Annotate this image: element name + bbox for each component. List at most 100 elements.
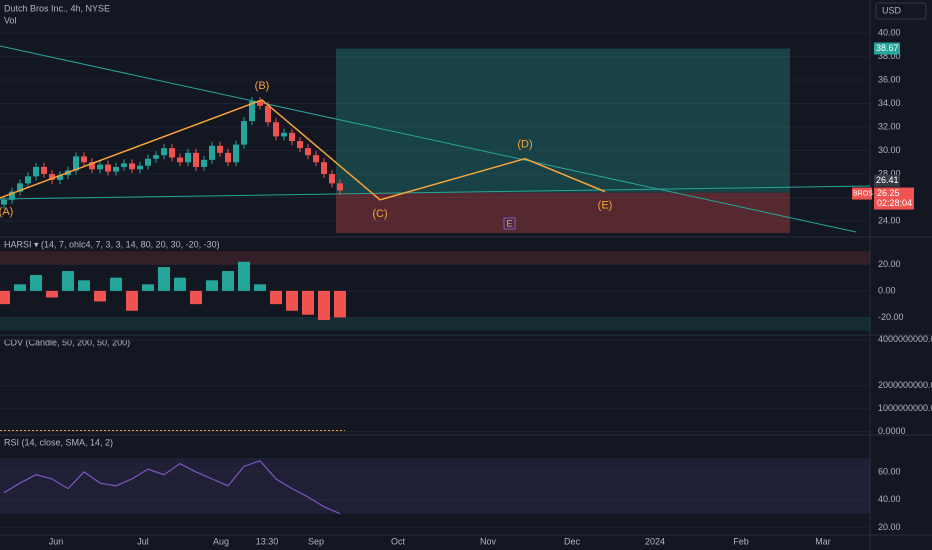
- harsi-bar: [126, 290, 138, 311]
- y-tick-label: -20.00: [878, 312, 904, 322]
- y-tick-label: 36.00: [878, 74, 901, 84]
- volume-label: Vol: [4, 15, 17, 25]
- y-tick-label: 2000000000.00: [878, 380, 932, 390]
- candle: [1, 199, 7, 205]
- symbol-title: Dutch Bros Inc., 4h, NYSE: [4, 3, 110, 13]
- candle: [97, 164, 103, 170]
- currency-button[interactable]: [875, 2, 927, 20]
- candle: [41, 166, 47, 174]
- wave-line: [0, 99, 606, 201]
- candle: [225, 152, 231, 163]
- harsi-bar: [78, 280, 90, 291]
- candle: [49, 173, 55, 180]
- x-tick-label: Nov: [480, 536, 497, 546]
- candle: [57, 175, 63, 180]
- y-tick-label: 34.00: [878, 98, 901, 108]
- candle: [217, 145, 223, 153]
- candle: [257, 101, 263, 106]
- event-marker: [503, 217, 516, 230]
- candle: [305, 148, 311, 156]
- candle: [241, 121, 247, 145]
- last-price-label: 26.25: [877, 188, 900, 198]
- x-tick-label: Dec: [564, 536, 581, 546]
- y-tick-label: 20.00: [878, 259, 901, 269]
- harsi-band: [0, 251, 870, 265]
- candle: [153, 155, 159, 159]
- y-tick-label: 30.00: [878, 145, 901, 155]
- y-tick-label: 0.00: [878, 285, 896, 295]
- candle: [25, 176, 31, 184]
- harsi-bar: [0, 290, 10, 305]
- y-tick-label: 60.00: [878, 466, 901, 476]
- wave-label: (A): [0, 206, 13, 218]
- y-tick-label: 20.00: [878, 522, 901, 532]
- harsi-bar: [94, 290, 106, 302]
- rsi-title: RSI (14, close, SMA, 14, 2): [4, 437, 113, 447]
- currency-label[interactable]: USD: [882, 5, 902, 15]
- harsi-bar: [158, 267, 170, 291]
- candle: [321, 162, 327, 174]
- candle: [313, 155, 319, 163]
- y-tick-label: 40.00: [878, 27, 901, 37]
- x-tick-label: Jun: [49, 536, 64, 546]
- candle: [113, 166, 119, 172]
- rsi-band: [0, 457, 870, 514]
- candle: [201, 159, 207, 167]
- event-marker-label: E: [506, 218, 512, 228]
- x-tick-label: 2024: [645, 536, 665, 546]
- candle: [297, 141, 303, 149]
- trend-line: [0, 45, 857, 233]
- last-price-tag: [874, 187, 914, 210]
- harsi-bar: [190, 290, 202, 305]
- x-tick-label: Sep: [308, 536, 324, 546]
- harsi-bar: [174, 277, 186, 291]
- trend-line: [0, 185, 871, 200]
- wave-label: (E): [598, 200, 613, 212]
- candle: [249, 101, 255, 122]
- harsi-bar: [238, 261, 250, 291]
- rsi-line: [3, 460, 341, 515]
- symbol-label: BROS: [853, 190, 873, 197]
- candle: [81, 156, 87, 163]
- candle: [281, 132, 287, 137]
- candle: [89, 162, 95, 170]
- candle: [289, 132, 295, 142]
- candle: [185, 152, 191, 163]
- wave-label: (C): [372, 208, 387, 220]
- harsi-bar: [142, 284, 154, 291]
- harsi-bar: [14, 284, 26, 291]
- candle: [177, 157, 183, 163]
- candle: [161, 148, 167, 156]
- candle: [233, 144, 239, 163]
- y-tick-label: 24.00: [878, 215, 901, 225]
- y-tick-label: 4000000000.00: [878, 334, 932, 344]
- candle: [265, 105, 271, 123]
- cdv-title: CDV (Candle, 50, 200, 50, 200): [4, 337, 130, 347]
- x-tick-label: Feb: [733, 536, 749, 546]
- candle: [137, 165, 143, 170]
- candle: [73, 156, 79, 171]
- harsi-bar: [334, 290, 346, 318]
- x-tick-label: Jul: [137, 536, 149, 546]
- candle: [17, 183, 23, 192]
- y-tick-label: 1000000000.00: [878, 403, 932, 413]
- harsi-bar: [222, 271, 234, 291]
- entry-tag: [874, 174, 900, 187]
- harsi-band: [0, 317, 870, 331]
- harsi-title: HARSI ▾ (14, 7, ohlc4, 7, 3, 3, 14, 80, …: [4, 239, 220, 249]
- entry-label: 26.41: [876, 175, 899, 185]
- harsi-bar: [318, 290, 330, 321]
- candle: [33, 166, 39, 177]
- harsi-bar: [30, 275, 42, 291]
- candle: [209, 145, 215, 160]
- candle: [273, 122, 279, 137]
- harsi-bar: [62, 271, 74, 291]
- loss-zone: [336, 192, 790, 233]
- candle: [121, 163, 127, 167]
- candle: [193, 152, 199, 167]
- candle: [169, 148, 175, 158]
- harsi-bar: [270, 290, 282, 305]
- candle: [329, 173, 335, 184]
